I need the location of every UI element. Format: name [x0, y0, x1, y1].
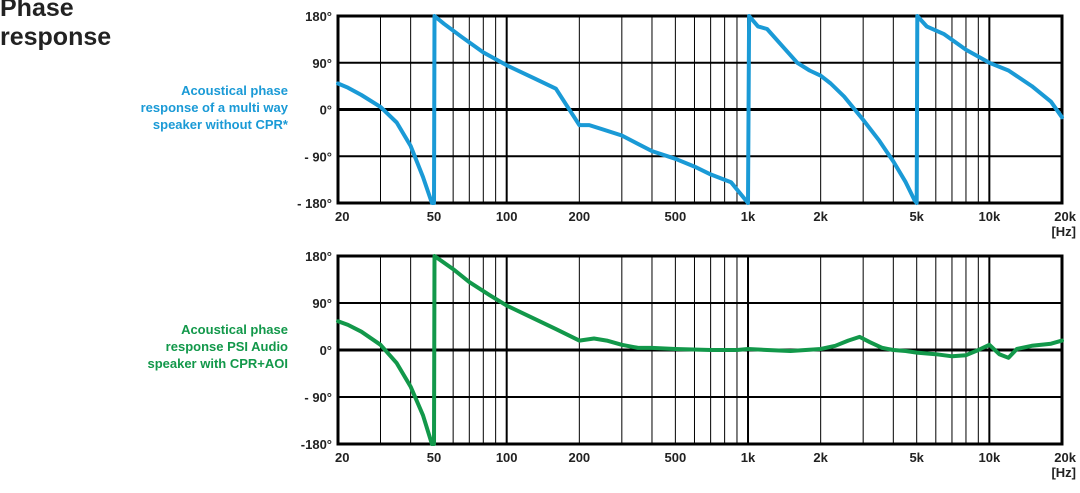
- x-tick-label: 100: [496, 209, 518, 224]
- x-tick-label: 100: [496, 450, 518, 465]
- x-unit-label: [Hz]: [1051, 224, 1076, 239]
- phase-chart-bottom: 180° 90° 0° - 90° -180°20 50 100 200 500 1k 2k 5k 10…: [301, 249, 1077, 480]
- y-tick-label: 0°: [320, 103, 332, 118]
- y-tick-label: 90°: [312, 296, 332, 311]
- phase-series-line-top: [336, 14, 1064, 205]
- x-tick-label: 20k: [1054, 450, 1076, 465]
- gridlines-bottom: [336, 254, 1064, 446]
- page-title: Phase response: [0, 0, 112, 51]
- x-tick-label: 20k: [1054, 209, 1076, 224]
- x-tick-label: 50: [427, 450, 441, 465]
- x-tick-label: 10k: [978, 209, 1000, 224]
- x-tick-label: 500: [665, 209, 687, 224]
- gridlines-top: [336, 14, 1064, 205]
- y-tick-label: - 180°: [297, 196, 332, 211]
- y-tick-label: 0°: [320, 343, 332, 358]
- y-tick-label: 180°: [305, 9, 332, 24]
- y-tick-label: 180°: [305, 249, 332, 264]
- x-tick-label: 200: [568, 450, 590, 465]
- y-tick-label: -180°: [301, 437, 332, 452]
- x-tick-label: 2k: [813, 450, 828, 465]
- x-tick-label: 1k: [741, 209, 756, 224]
- x-tick-label: 5k: [909, 209, 924, 224]
- series-annotation-without-cpr: Acoustical phase response of a multi way…: [140, 83, 288, 132]
- phase-series-line-bottom: [336, 254, 1064, 446]
- series-annotation-with-cpr: Acoustical phase response PSI Audio spea…: [147, 322, 288, 371]
- x-tick-label: 20: [335, 209, 349, 224]
- x-tick-label: 50: [427, 209, 441, 224]
- x-tick-label: 10k: [978, 450, 1000, 465]
- x-tick-label: 500: [665, 450, 687, 465]
- x-unit-label: [Hz]: [1051, 465, 1076, 480]
- plot-frame: [336, 14, 1064, 205]
- plot-frame: [336, 254, 1064, 446]
- x-tick-label: 5k: [909, 450, 924, 465]
- x-tick-label: 20: [335, 450, 349, 465]
- x-tick-label: 200: [568, 209, 590, 224]
- y-tick-label: - 90°: [304, 149, 332, 164]
- y-tick-label: 90°: [312, 56, 332, 71]
- x-tick-label: 2k: [813, 209, 828, 224]
- y-tick-label: - 90°: [304, 390, 332, 405]
- x-tick-label: 1k: [741, 450, 756, 465]
- phase-chart-top: 180° 90° 0° - 90° - 180°20 50 100 200 500 1k 2k 5k 1…: [297, 9, 1077, 239]
